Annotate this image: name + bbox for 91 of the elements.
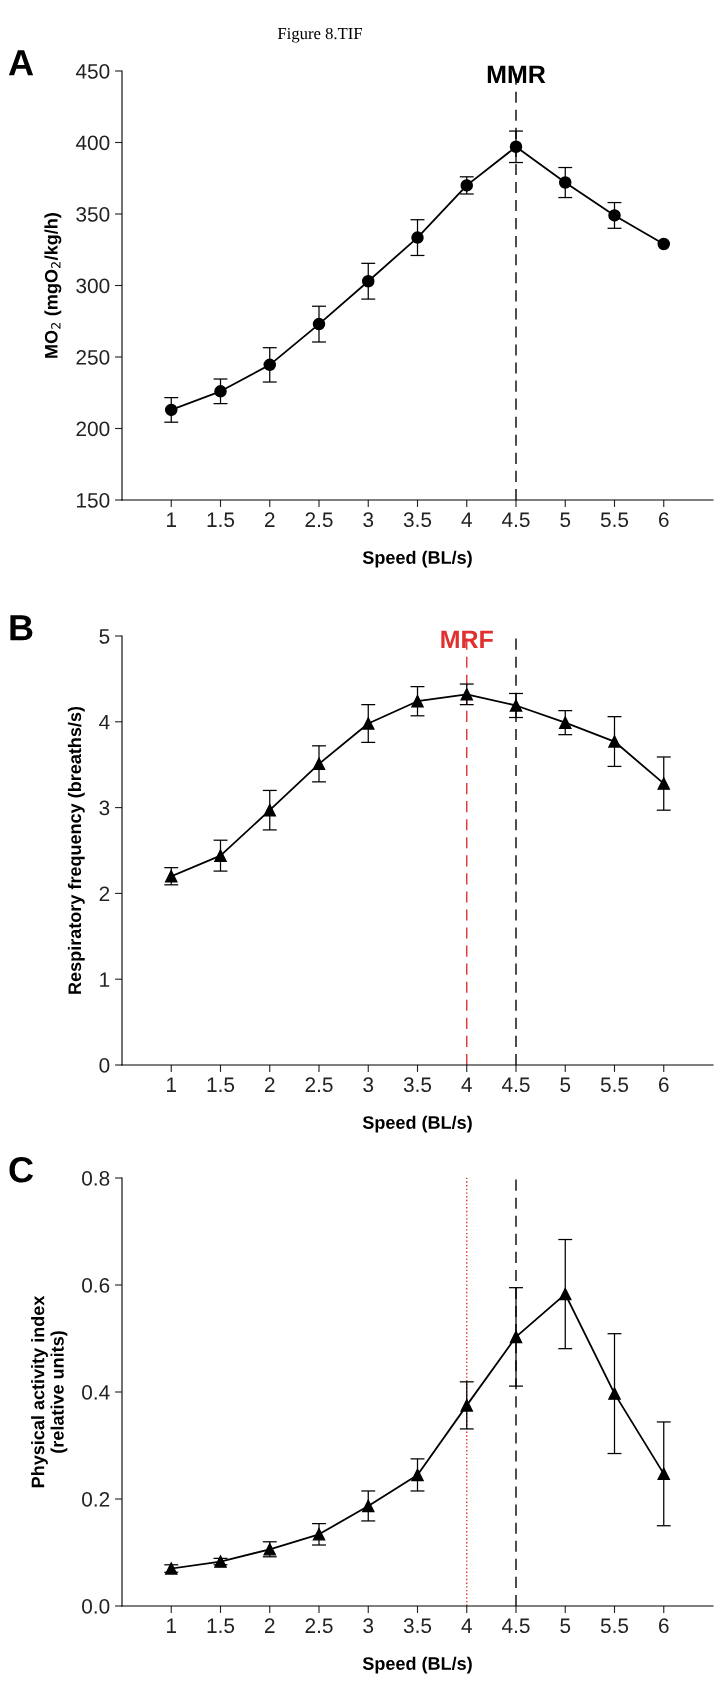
y-tick-label: 0.8 (82, 1171, 110, 1186)
x-tick-label: 1.5 (207, 1077, 235, 1093)
x-axis-title: Speed (BL/s) (362, 1656, 472, 1674)
y-tick-label: 0 (99, 1058, 110, 1073)
y-tick-label: 5 (99, 629, 110, 644)
point (460, 688, 474, 701)
x-tick-label: 5.5 (600, 512, 629, 528)
point (361, 1499, 375, 1513)
x-tick-label: 1.5 (207, 512, 235, 528)
text: B (10, 615, 33, 641)
point (657, 777, 671, 790)
x-tick-label: 6 (659, 1077, 669, 1093)
x-tick-label: 6 (659, 1618, 669, 1634)
point (657, 237, 671, 251)
x-tick-label: 4.5 (502, 512, 530, 528)
x-tick-label: 3.5 (403, 512, 432, 528)
x-tick-label: 4.5 (502, 1077, 530, 1093)
point (164, 403, 178, 417)
point (411, 694, 424, 708)
y-tick-label: 250 (76, 350, 110, 365)
x-tick-label: 5 (560, 1077, 571, 1093)
ref-line-label: MRF (441, 630, 493, 648)
point (361, 274, 375, 288)
point (214, 385, 227, 398)
point (558, 716, 572, 729)
caption: Figure 8.TIF (277, 27, 362, 43)
y-tick-label: 0.0 (82, 1599, 110, 1614)
point (411, 1468, 424, 1482)
y-axis-title: Respiratory frequency (breaths/s) (67, 706, 85, 994)
point (657, 1467, 671, 1481)
text: A (8, 50, 34, 76)
y-axis-title: MO$_{2}$ (mgO$_{2}$/kg/h) (44, 213, 62, 358)
x-tick-label: 2 (265, 1618, 275, 1633)
x-tick-label: 5 (560, 512, 571, 528)
text: C (9, 1156, 34, 1183)
x-tick-label: 4.5 (502, 1618, 530, 1634)
ref-line-label: MMR (487, 65, 546, 83)
x-tick-label: 1 (167, 1077, 177, 1092)
x-axis-title: Speed (BL/s) (362, 1115, 472, 1133)
point (263, 358, 277, 372)
point (312, 317, 326, 331)
x-tick-label: 2.5 (305, 1077, 333, 1093)
point (608, 1387, 621, 1400)
x-tick-label: 5 (560, 1618, 571, 1634)
point (361, 717, 375, 730)
y-tick-label: 0.2 (82, 1492, 110, 1507)
point (509, 140, 523, 154)
point (460, 1399, 474, 1412)
point (509, 1330, 523, 1344)
point (608, 735, 621, 748)
point (411, 231, 424, 244)
point (214, 849, 227, 862)
x-tick-label: 2.5 (305, 1618, 333, 1634)
y-tick-label: 0.4 (82, 1385, 110, 1400)
x-tick-label: 3 (363, 1077, 374, 1093)
x-tick-label: 2 (265, 1077, 275, 1092)
point (312, 1528, 326, 1541)
point (558, 176, 572, 189)
x-tick-label: 1 (167, 1618, 177, 1633)
point (608, 209, 621, 222)
y-tick-label: 4 (99, 715, 110, 730)
x-tick-label: 6 (659, 512, 669, 528)
x-tick-label: 5.5 (600, 1077, 629, 1093)
y-tick-label: 400 (75, 135, 110, 151)
x-tick-label: 3 (363, 1618, 374, 1634)
x-tick-label: 2 (265, 512, 275, 527)
x-tick-label: 4 (461, 1077, 472, 1092)
x-tick-label: 5.5 (600, 1618, 629, 1634)
y-tick-label: 1 (100, 972, 110, 987)
point (509, 699, 523, 712)
y-tick-label: 450 (75, 64, 110, 79)
x-tick-label: 1.5 (207, 1618, 235, 1634)
point (558, 1287, 572, 1301)
y-tick-label: 150 (77, 493, 110, 508)
x-tick-label: 1 (167, 512, 177, 527)
y-tick-label: 0.6 (82, 1278, 110, 1293)
y-tick-label: 2 (99, 886, 110, 901)
x-tick-label: 3 (363, 512, 374, 528)
y-axis-title: Physical activity index (relative units) (31, 1295, 68, 1488)
point (263, 803, 277, 817)
y-tick-label: 300 (76, 278, 110, 294)
x-tick-label: 3.5 (403, 1077, 432, 1093)
x-tick-label: 4 (461, 512, 472, 527)
x-axis-title: Speed (BL/s) (362, 550, 472, 568)
y-tick-label: 200 (76, 421, 110, 437)
point (312, 757, 326, 771)
y-tick-label: 350 (76, 207, 110, 222)
x-tick-label: 3.5 (403, 1618, 432, 1634)
x-tick-label: 4 (461, 1618, 472, 1633)
x-tick-label: 2.5 (305, 512, 333, 528)
y-tick-label: 3 (99, 800, 110, 816)
